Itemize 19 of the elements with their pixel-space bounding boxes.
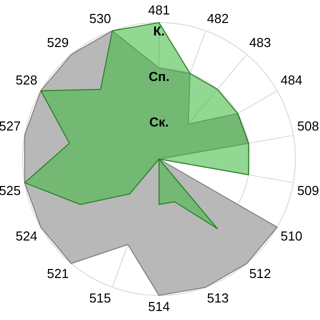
y-tick-label: К. bbox=[153, 24, 165, 39]
spoke-label: 529 bbox=[47, 35, 69, 50]
spoke-label: 530 bbox=[89, 10, 111, 26]
spoke-label: 521 bbox=[47, 266, 69, 281]
spoke-label: 510 bbox=[280, 228, 302, 244]
spoke-label: 524 bbox=[16, 228, 38, 244]
y-tick-label: Ск. bbox=[149, 114, 169, 130]
spoke-label: 481 bbox=[148, 2, 170, 18]
spoke-label: 515 bbox=[89, 290, 111, 306]
spoke-label: 484 bbox=[280, 72, 302, 88]
spoke-label: 512 bbox=[249, 266, 271, 281]
spoke-label: 514 bbox=[148, 298, 170, 314]
spoke-label: 483 bbox=[249, 35, 271, 50]
spoke-label: 509 bbox=[297, 182, 320, 198]
spoke-label: 513 bbox=[207, 290, 229, 306]
spoke-label: 528 bbox=[16, 72, 38, 88]
spoke-label: 508 bbox=[297, 118, 320, 134]
y-tick-label: Сп. bbox=[148, 69, 170, 84]
spoke-label: 482 bbox=[207, 10, 229, 26]
